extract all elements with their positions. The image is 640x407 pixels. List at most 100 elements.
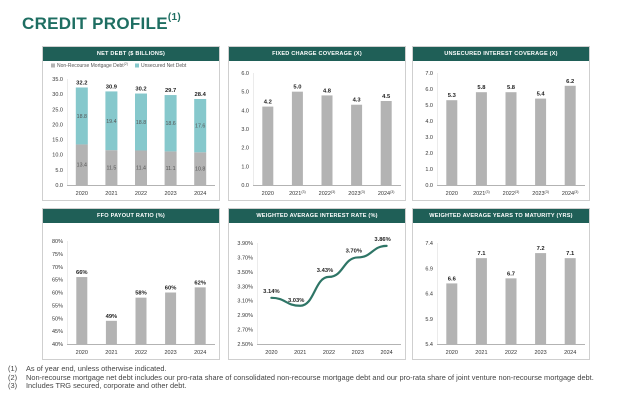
x-tick-label: 2020 bbox=[446, 191, 458, 197]
total-label: 30.9 bbox=[106, 84, 118, 90]
bar bbox=[446, 283, 458, 344]
bar-unsecured bbox=[75, 87, 88, 145]
y-tick-label: 7.4 bbox=[425, 241, 433, 247]
y-tick-label: 3.70% bbox=[237, 255, 253, 261]
net-debt-title: NET DEBT ($ BILLIONS) bbox=[43, 47, 219, 61]
data-label: 4.8 bbox=[323, 88, 332, 94]
data-label: 6.6 bbox=[448, 276, 457, 282]
data-label-non-recourse: 11.4 bbox=[136, 166, 146, 172]
ffo-payout-chart: 40% 45% 50% 55% 60% 65% 70% 75% 80% 66% 49% 58% 60% 6… bbox=[52, 239, 215, 356]
x-tick-label: 2024 bbox=[194, 350, 206, 356]
y-tick-label: 2.50% bbox=[237, 342, 253, 348]
x-tick-footnote: (3) bbox=[390, 190, 394, 194]
bar bbox=[76, 277, 88, 344]
y-tick-label: 3.90% bbox=[237, 241, 253, 247]
x-tick-label: 2022 bbox=[505, 350, 517, 356]
x-tick-label: 2021 bbox=[105, 350, 117, 356]
x-tick-label: 2023 bbox=[164, 191, 176, 197]
years-maturity-title: WEIGHTED AVERAGE YEARS TO MATURITY (YRS) bbox=[413, 209, 589, 223]
y-tick-label: 5.0 bbox=[241, 90, 249, 96]
bar-non-recourse bbox=[135, 150, 147, 185]
x-tick-label: 2024 bbox=[564, 350, 576, 356]
x-tick-label: 2021 bbox=[475, 350, 487, 356]
bar-unsecured bbox=[164, 95, 177, 152]
net-debt-chart: Non-Recourse Mortgage Debt(2) Unsecured N… bbox=[51, 62, 215, 197]
x-tick-label: 2020 bbox=[446, 350, 458, 356]
legend-swatch-unsecured bbox=[135, 63, 139, 68]
y-tick-label: 3.10% bbox=[237, 299, 253, 305]
y-tick-label: 3.0 bbox=[425, 135, 433, 141]
x-tick-footnote: (3) bbox=[574, 190, 578, 194]
data-label: 4.2 bbox=[264, 100, 272, 106]
y-tick-label: 3.0 bbox=[241, 127, 249, 133]
y-tick-label: 6.4 bbox=[425, 292, 433, 298]
total-label: 30.2 bbox=[135, 87, 146, 93]
data-label: 7.1 bbox=[566, 251, 575, 257]
x-tick-label: 2022 bbox=[135, 191, 147, 197]
x-tick-label: 2024 bbox=[194, 191, 206, 197]
x-tick-footnote: (3) bbox=[485, 190, 489, 194]
data-label: 5.0 bbox=[293, 85, 301, 91]
y-tick-label: 4.0 bbox=[425, 119, 433, 125]
bar-unsecured bbox=[194, 98, 207, 153]
bar-unsecured bbox=[105, 91, 118, 151]
interest-rate-chart: 2.50% 2.70% 2.90% 3.10% 3.30% 3.50% 3.70% 3.90%… bbox=[237, 237, 401, 356]
y-tick-label: 60% bbox=[52, 291, 63, 297]
bar bbox=[535, 98, 547, 185]
y-tick-label: 2.0 bbox=[425, 151, 433, 157]
x-tick-label: 2021(3) bbox=[289, 190, 306, 197]
y-tick-label: 4.0 bbox=[241, 108, 249, 114]
footnote: (2) Non-recourse mortgage net debt includ… bbox=[8, 372, 594, 382]
bar bbox=[262, 106, 274, 185]
bar-non-recourse bbox=[75, 144, 88, 185]
x-tick-label: 2020 bbox=[265, 350, 277, 356]
x-tick-label: 2020 bbox=[262, 191, 274, 197]
fixed-charge-chart: 0.0 1.0 2.0 3.0 4.0 5.0 6.0 4.2 5.0 4.8 4.3 4.5 2020… bbox=[241, 71, 401, 197]
x-tick-label: 2023 bbox=[534, 350, 546, 356]
footnote: (1) As of year end, unless otherwise indi… bbox=[8, 364, 167, 373]
total-label: 28.4 bbox=[195, 92, 207, 98]
y-tick-label: 75% bbox=[52, 252, 63, 258]
y-tick-label: 5.9 bbox=[425, 317, 433, 323]
data-label: 60% bbox=[165, 286, 177, 292]
x-tick-label: 2023 bbox=[164, 350, 176, 356]
y-tick-label: 2.0 bbox=[241, 146, 249, 152]
data-label-non-recourse: 10.8 bbox=[195, 167, 205, 173]
y-tick-label: 7.0 bbox=[425, 71, 433, 77]
x-tick-label: 2024 bbox=[380, 350, 392, 356]
x-tick-label: 2023(3) bbox=[348, 190, 365, 197]
legend-label-unsecured: Unsecured Net Debt bbox=[141, 63, 187, 69]
data-label: 3.70% bbox=[346, 248, 362, 254]
y-tick-label: 1.0 bbox=[241, 164, 249, 170]
y-tick-label: 3.50% bbox=[237, 270, 253, 276]
fixed-charge-title: FIXED CHARGE COVERAGE (X) bbox=[229, 47, 405, 61]
years-maturity-panel: WEIGHTED AVERAGE YEARS TO MATURITY (YRS)… bbox=[412, 208, 590, 360]
data-label: 5.8 bbox=[477, 85, 486, 91]
bar bbox=[475, 92, 487, 185]
x-tick-label: 2022 bbox=[323, 350, 335, 356]
y-tick-label: 0.0 bbox=[241, 183, 249, 189]
x-tick-label: 2022(3) bbox=[319, 190, 336, 197]
bar bbox=[165, 292, 177, 344]
x-tick-label: 2021(3) bbox=[473, 190, 490, 197]
x-tick-label: 2020 bbox=[76, 191, 88, 197]
total-label: 29.7 bbox=[165, 88, 176, 94]
data-label-unsecured: 18.8 bbox=[77, 114, 87, 120]
bar-unsecured bbox=[135, 93, 147, 151]
y-tick-label: 65% bbox=[52, 278, 63, 284]
data-label-non-recourse: 11.5 bbox=[106, 166, 116, 172]
x-tick-label: 2024(3) bbox=[562, 190, 579, 197]
x-tick-footnote: (3) bbox=[331, 190, 335, 194]
y-tick-label: 45% bbox=[52, 329, 63, 335]
data-label: 7.1 bbox=[477, 251, 486, 257]
y-tick-label: 30.0 bbox=[52, 92, 63, 98]
y-tick-label: 1.0 bbox=[425, 167, 433, 173]
bar bbox=[194, 287, 206, 344]
data-label: 3.14% bbox=[263, 289, 279, 295]
bar bbox=[475, 258, 487, 344]
data-label: 58% bbox=[135, 291, 147, 297]
interest-rate-panel: WEIGHTED AVERAGE INTEREST RATE (%) 2.50%… bbox=[228, 208, 406, 360]
x-tick-label: 2021 bbox=[294, 350, 306, 356]
bar bbox=[105, 320, 117, 344]
data-label-non-recourse: 13.4 bbox=[77, 163, 87, 169]
